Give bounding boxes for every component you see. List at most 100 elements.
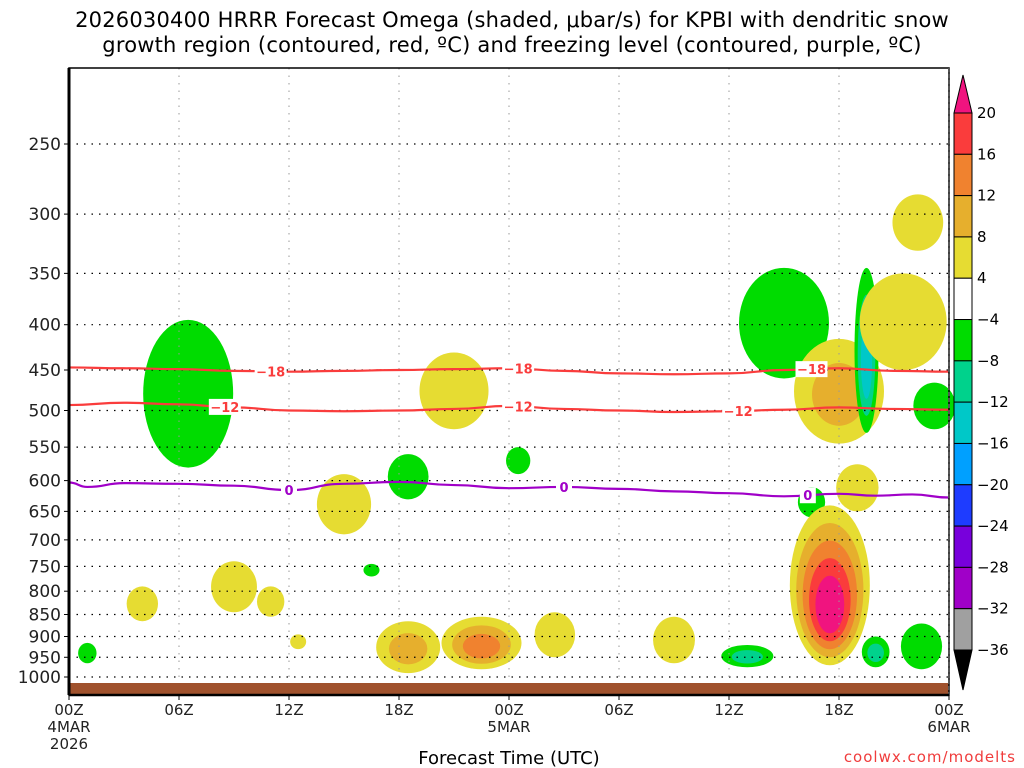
omega-feature (859, 273, 947, 370)
contour-label-bg (799, 487, 816, 504)
colorbar-tick-label: −16 (977, 434, 1009, 452)
omega-feature (78, 642, 97, 664)
y-tick-label: 800 (29, 582, 61, 602)
colorbar: 20 16 12 8 4 −4 −8 −12 −16 −20 −24 −28 −32 −36 (953, 74, 1009, 691)
omega-shade-level (387, 454, 429, 500)
omega-shade-level (290, 634, 307, 650)
omega-shade-level (731, 650, 763, 664)
x-tick-label: 12Z (274, 701, 303, 719)
omega-shade-level (143, 319, 234, 468)
contour-label: 0 (284, 484, 293, 499)
omega-shade-level (211, 561, 257, 613)
y-tick-label: 1000 (18, 668, 61, 688)
chart-title-line-1: 2026030400 HRRR Forecast Omega (shaded, … (75, 8, 949, 32)
colorbar-tick-label: −12 (977, 393, 1009, 411)
omega-shading-layer (78, 194, 956, 674)
x-tick-label: 06Z (164, 701, 193, 719)
x-tick-label: 18Z (384, 701, 413, 719)
omega-feature (387, 454, 429, 500)
omega-shade-level (739, 267, 829, 379)
colorbar-bin (953, 566, 973, 610)
colorbar-tick-label: 12 (977, 187, 996, 205)
colorbar-tick-label: −36 (977, 641, 1009, 659)
x-tick-label: 06Z (604, 701, 633, 719)
y-tick-label: 700 (29, 531, 61, 551)
colorbar-bin (953, 484, 973, 527)
colorbar-bin (953, 608, 973, 651)
x-tick-label: 6MAR (927, 718, 970, 736)
omega-shade-level (815, 575, 845, 634)
x-tick-label: 2026 (50, 735, 88, 753)
omega-shade-level (256, 586, 285, 617)
y-tick-label: 400 (29, 316, 61, 336)
y-tick-label: 350 (29, 264, 61, 284)
colorbar-bin (953, 112, 973, 155)
terrain-bar (69, 683, 949, 695)
colorbar-bin (953, 277, 973, 321)
omega-shade-level (316, 474, 372, 535)
contour-layer: −18 −18 −18 −12 −12 −12 0 0 0 (68, 360, 950, 504)
omega-feature (836, 464, 879, 512)
omega-feature (126, 586, 159, 622)
omega-feature (143, 319, 234, 468)
omega-shade-level (388, 633, 428, 665)
y-tick-label: 850 (29, 606, 61, 626)
omega-shade-level (836, 464, 879, 512)
omega-shade-level (653, 616, 695, 664)
colorbar-bin (953, 401, 973, 444)
colorbar-tick-label: −28 (977, 558, 1009, 576)
colorbar-tick-label: −32 (977, 600, 1009, 618)
omega-feature (721, 644, 774, 668)
omega-feature (653, 616, 695, 664)
colorbar-tick-label: −24 (977, 517, 1009, 535)
contour-label-bg (795, 361, 828, 378)
y-tick-label: 250 (29, 135, 61, 155)
contour-label-bg (208, 398, 241, 415)
colorbar-tick-label: 4 (977, 269, 987, 287)
axes-layer: 2503003504004505005506006507007508008509… (18, 67, 971, 753)
x-tick-label: 00Z (54, 701, 83, 719)
contour-label: −18 (797, 363, 826, 378)
y-tick-label: 650 (29, 502, 61, 522)
contour-line (68, 480, 950, 499)
y-tick-label: 300 (29, 205, 61, 225)
colorbar-bin (953, 442, 973, 486)
omega-feature (861, 636, 890, 668)
x-tick-label: 00Z (494, 701, 523, 719)
colorbar-bin (953, 195, 973, 238)
omega-shade-level (534, 612, 576, 658)
y-tick-label: 450 (29, 361, 61, 381)
omega-feature (892, 194, 944, 251)
contour-label-bg (502, 398, 535, 415)
omega-shade-level (859, 273, 947, 370)
contour-label-bg (502, 360, 535, 377)
omega-feature (290, 634, 307, 650)
colorbar-bin (953, 525, 973, 568)
colorbar-tick-label: 20 (977, 104, 996, 122)
colorbar-bin (953, 319, 973, 362)
omega-shade-level (900, 623, 943, 670)
colorbar-bin (953, 236, 973, 279)
omega-shade-level (462, 633, 501, 659)
contour-label-bg (281, 482, 297, 499)
omega-feature (376, 621, 441, 674)
y-tick-label: 750 (29, 557, 61, 577)
omega-feature (211, 561, 257, 613)
colorbar-max-arrow (953, 74, 973, 114)
omega-shade-level (867, 643, 884, 663)
omega-feature (316, 474, 372, 535)
colorbar-tick-label: −4 (977, 311, 999, 329)
contour-label-bg (722, 403, 755, 420)
omega-feature (739, 267, 829, 379)
omega-shade-level (506, 447, 531, 475)
colorbar-tick-label: −20 (977, 476, 1009, 494)
omega-feature (534, 612, 576, 658)
contour-label: −12 (724, 405, 753, 420)
credit-link[interactable]: coolwx.com/modelts (844, 748, 1016, 766)
omega-feature (789, 505, 870, 666)
omega-feature (256, 586, 285, 617)
colorbar-tick-label: −8 (977, 352, 999, 370)
y-tick-label: 550 (29, 438, 61, 458)
omega-shade-level (892, 194, 944, 251)
